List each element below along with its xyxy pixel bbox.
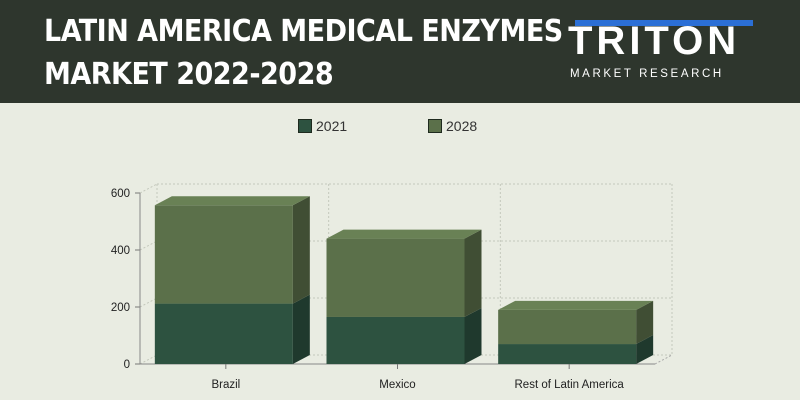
y-tick-label-0: 0 xyxy=(124,359,130,371)
bar-side-rest-of-latin-america-2028 xyxy=(636,300,654,345)
x-tick-label-brazil: Brazil xyxy=(211,379,240,391)
bar-rest-of-latin-america-2021 xyxy=(498,344,637,364)
page-title: LATIN AMERICA MEDICAL ENZYMES MARKET 202… xyxy=(44,10,563,96)
logo-accent-bar xyxy=(575,20,753,26)
bar-top-brazil xyxy=(154,196,310,206)
bar-brazil-2028 xyxy=(154,205,293,304)
bar-top-rest-of-latin-america xyxy=(498,300,654,310)
title-line-2: MARKET 2022-2028 xyxy=(44,57,334,92)
gridline-diag-400 xyxy=(139,240,158,251)
legend-label-2021: 2021 xyxy=(316,118,348,134)
bar-top-mexico xyxy=(326,229,482,239)
bar-brazil-2021 xyxy=(154,303,293,364)
bar-side-mexico-2021 xyxy=(464,307,482,364)
bar-rest-of-latin-america-2028 xyxy=(498,309,637,345)
gridline-diag-600 xyxy=(139,183,158,194)
bar-side-mexico-2028 xyxy=(464,229,482,317)
title-line-1: LATIN AMERICA MEDICAL ENZYMES xyxy=(44,14,563,49)
y-tick-label-400: 400 xyxy=(111,245,130,257)
chart-legend: 2021 2028 xyxy=(0,118,800,138)
x-tick-label-mexico: Mexico xyxy=(379,379,415,391)
y-tick-label-200: 200 xyxy=(111,302,130,314)
legend-item-2028: 2028 xyxy=(428,118,477,134)
gridline-diag-200 xyxy=(139,297,158,308)
bar-mexico-2021 xyxy=(326,316,465,364)
legend-item-2021: 2021 xyxy=(298,118,347,134)
brand-logo: TRITON MARKET RESEARCH xyxy=(568,18,758,86)
bar-side-rest-of-latin-america-2021 xyxy=(636,335,654,364)
bar-side-brazil-2021 xyxy=(292,294,310,364)
y-tick-label-600: 600 xyxy=(111,188,130,200)
legend-label-2028: 2028 xyxy=(446,118,478,134)
gridline-diag-0 xyxy=(139,354,158,365)
logo-name: TRITON xyxy=(568,19,741,63)
logo-tagline: MARKET RESEARCH xyxy=(570,68,724,80)
floor-edge xyxy=(654,354,673,365)
legend-swatch-2021 xyxy=(298,119,312,133)
x-tick-label-rest-of-latin-america: Rest of Latin America xyxy=(515,379,625,391)
legend-swatch-2028 xyxy=(428,119,442,133)
bar-mexico-2028 xyxy=(326,238,465,317)
header-banner: LATIN AMERICA MEDICAL ENZYMES MARKET 202… xyxy=(0,0,800,103)
bar-side-brazil-2028 xyxy=(292,196,310,304)
